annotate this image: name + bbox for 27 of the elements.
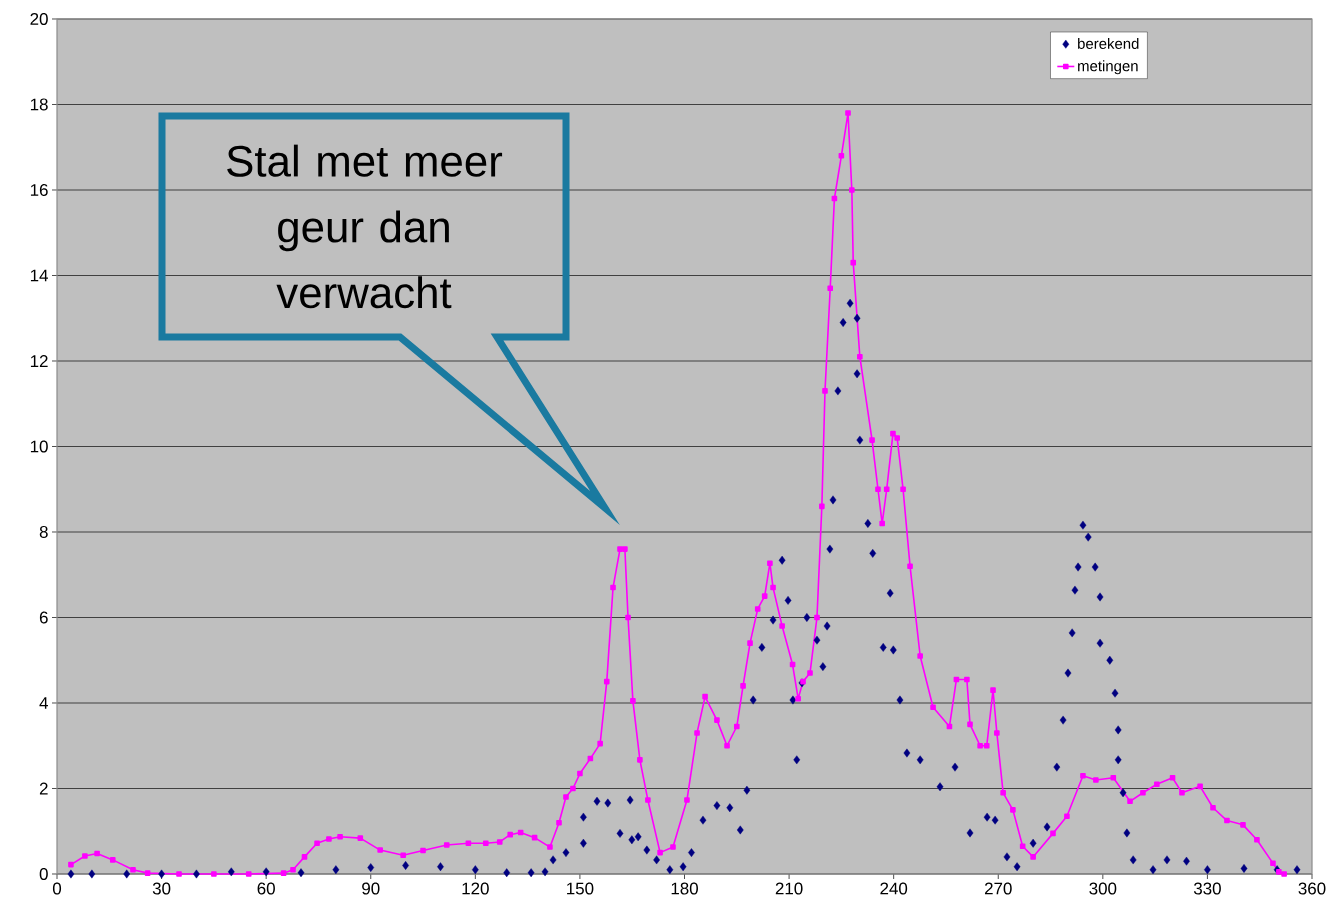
x-tick-label: 240 bbox=[880, 882, 908, 895]
y-tick-label: 16 bbox=[30, 183, 48, 196]
y-tick-label: 20 bbox=[30, 12, 48, 25]
y-tick-label: 8 bbox=[39, 526, 48, 538]
x-tick-label: 180 bbox=[671, 882, 698, 895]
legend-label: metingen bbox=[1078, 60, 1138, 75]
y-tick-label: 14 bbox=[30, 269, 48, 282]
y-tick-label: 0 bbox=[39, 868, 48, 880]
x-tick-label: 30 bbox=[152, 882, 171, 895]
x-tick-label: 360 bbox=[1298, 882, 1326, 895]
x-tick-label: 150 bbox=[567, 882, 594, 895]
x-tick-label: 330 bbox=[1193, 882, 1221, 895]
y-tick-label: 4 bbox=[39, 697, 48, 709]
y-tick-label: 12 bbox=[30, 355, 48, 367]
x-tick-label: 120 bbox=[462, 882, 489, 895]
legend-label: berekend bbox=[1078, 38, 1139, 49]
x-tick-label: 300 bbox=[1089, 882, 1117, 895]
y-tick-label: 10 bbox=[30, 440, 48, 453]
x-tick-label: 60 bbox=[257, 882, 275, 895]
annotation: Stal met meer geur dan verwacht bbox=[227, 144, 503, 309]
x-tick-label: 270 bbox=[984, 882, 1012, 895]
y-tick-label: 2 bbox=[39, 782, 48, 795]
y-tick-label: 6 bbox=[39, 611, 48, 624]
x-tick-label: 90 bbox=[362, 882, 380, 895]
y-tick-label: 18 bbox=[30, 98, 48, 111]
x-tick-label: 210 bbox=[775, 882, 803, 895]
x-tick-label: 0 bbox=[52, 882, 62, 895]
